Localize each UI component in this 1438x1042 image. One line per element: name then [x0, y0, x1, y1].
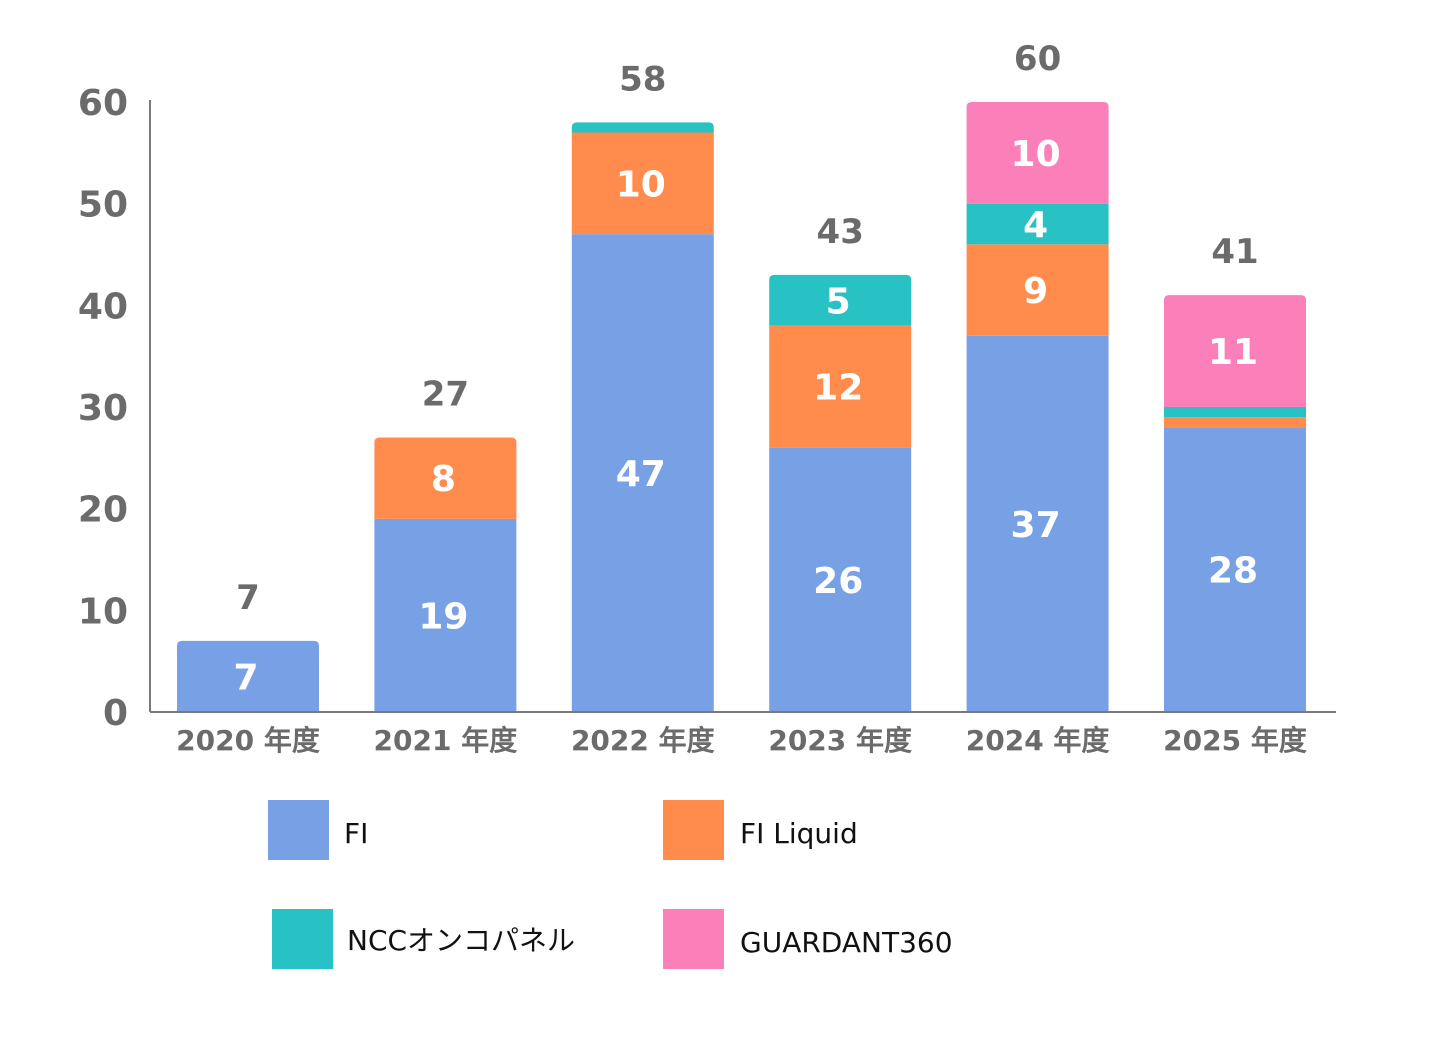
segment-data-label: 19	[418, 596, 468, 637]
legend-swatch	[663, 909, 724, 969]
bar-total-label: 41	[1211, 232, 1258, 272]
y-tick-label: 60	[78, 83, 128, 124]
bars-layer	[177, 102, 1306, 712]
segment-data-label: 4	[1023, 205, 1048, 246]
bar-segment	[966, 102, 1109, 204]
bar-segment	[966, 335, 1109, 712]
y-tick-label: 50	[78, 185, 128, 226]
segment-data-label: 11	[1208, 332, 1258, 373]
legend-label: GUARDANT360	[740, 926, 953, 959]
segment-data-label: 37	[1011, 505, 1061, 546]
legend-swatch	[663, 800, 724, 860]
bar-segment	[1164, 407, 1306, 418]
segment-data-label: 7	[233, 657, 258, 698]
bar-total-label: 7	[236, 578, 260, 618]
segment-data-label: 28	[1208, 551, 1258, 592]
bar-segment	[374, 518, 517, 712]
bar-total-label: 58	[619, 59, 666, 99]
bar-segment	[769, 447, 912, 712]
legend-label: NCCオンコパネル	[347, 924, 575, 957]
x-tick-label: 2021 年度	[374, 724, 518, 757]
bar-segment	[769, 325, 912, 448]
bar-total-label: 27	[422, 375, 469, 415]
legend-swatch	[268, 800, 329, 860]
y-tick-label: 10	[78, 591, 128, 632]
x-tick-label: 2024 年度	[966, 724, 1110, 757]
bar-segment	[966, 244, 1109, 336]
y-tick-label: 0	[103, 693, 128, 734]
bar-total-label: 60	[1014, 39, 1061, 79]
bar-segment	[1164, 427, 1306, 712]
legend: FI FI Liquid NCCオンコパネル GUARDANT360	[268, 800, 953, 969]
bar-total-label: 43	[817, 212, 864, 252]
segment-data-label: 5	[826, 281, 851, 322]
segment-data-label: 12	[813, 368, 863, 409]
x-tick-label: 2020 年度	[176, 724, 320, 757]
bar-segment	[1164, 417, 1306, 428]
segment-data-label: 10	[616, 164, 666, 205]
bar-segment	[571, 122, 714, 133]
bar-segment	[966, 203, 1109, 245]
segment-data-label: 9	[1023, 271, 1048, 312]
y-tick-label: 30	[78, 388, 128, 429]
x-tick-label: 2022 年度	[571, 724, 715, 757]
axes-layer	[149, 100, 1336, 713]
segment-data-label: 26	[813, 561, 863, 602]
legend-label: FI Liquid	[740, 817, 858, 850]
segment-data-label: 10	[1011, 134, 1061, 175]
legend-swatch	[272, 909, 333, 969]
y-tick-label: 20	[78, 490, 128, 531]
bar-segment	[769, 274, 912, 326]
bar-segment	[1164, 295, 1306, 407]
bar-segment	[571, 234, 714, 712]
bar-segment	[374, 437, 517, 519]
legend-label: FI	[344, 817, 368, 850]
y-tick-label: 40	[78, 286, 128, 327]
labels-layer: 0 10 20 30 40 50 60 7 7 2020 年度 19 8 27 2021 年度 47 10 58…	[78, 39, 1307, 757]
x-tick-label: 2025 年度	[1163, 724, 1307, 757]
segment-data-label: 47	[616, 454, 666, 495]
bar-segment	[571, 132, 714, 235]
x-tick-label: 2023 年度	[768, 724, 912, 757]
segment-data-label: 8	[431, 459, 456, 500]
bar-segment	[177, 640, 319, 712]
